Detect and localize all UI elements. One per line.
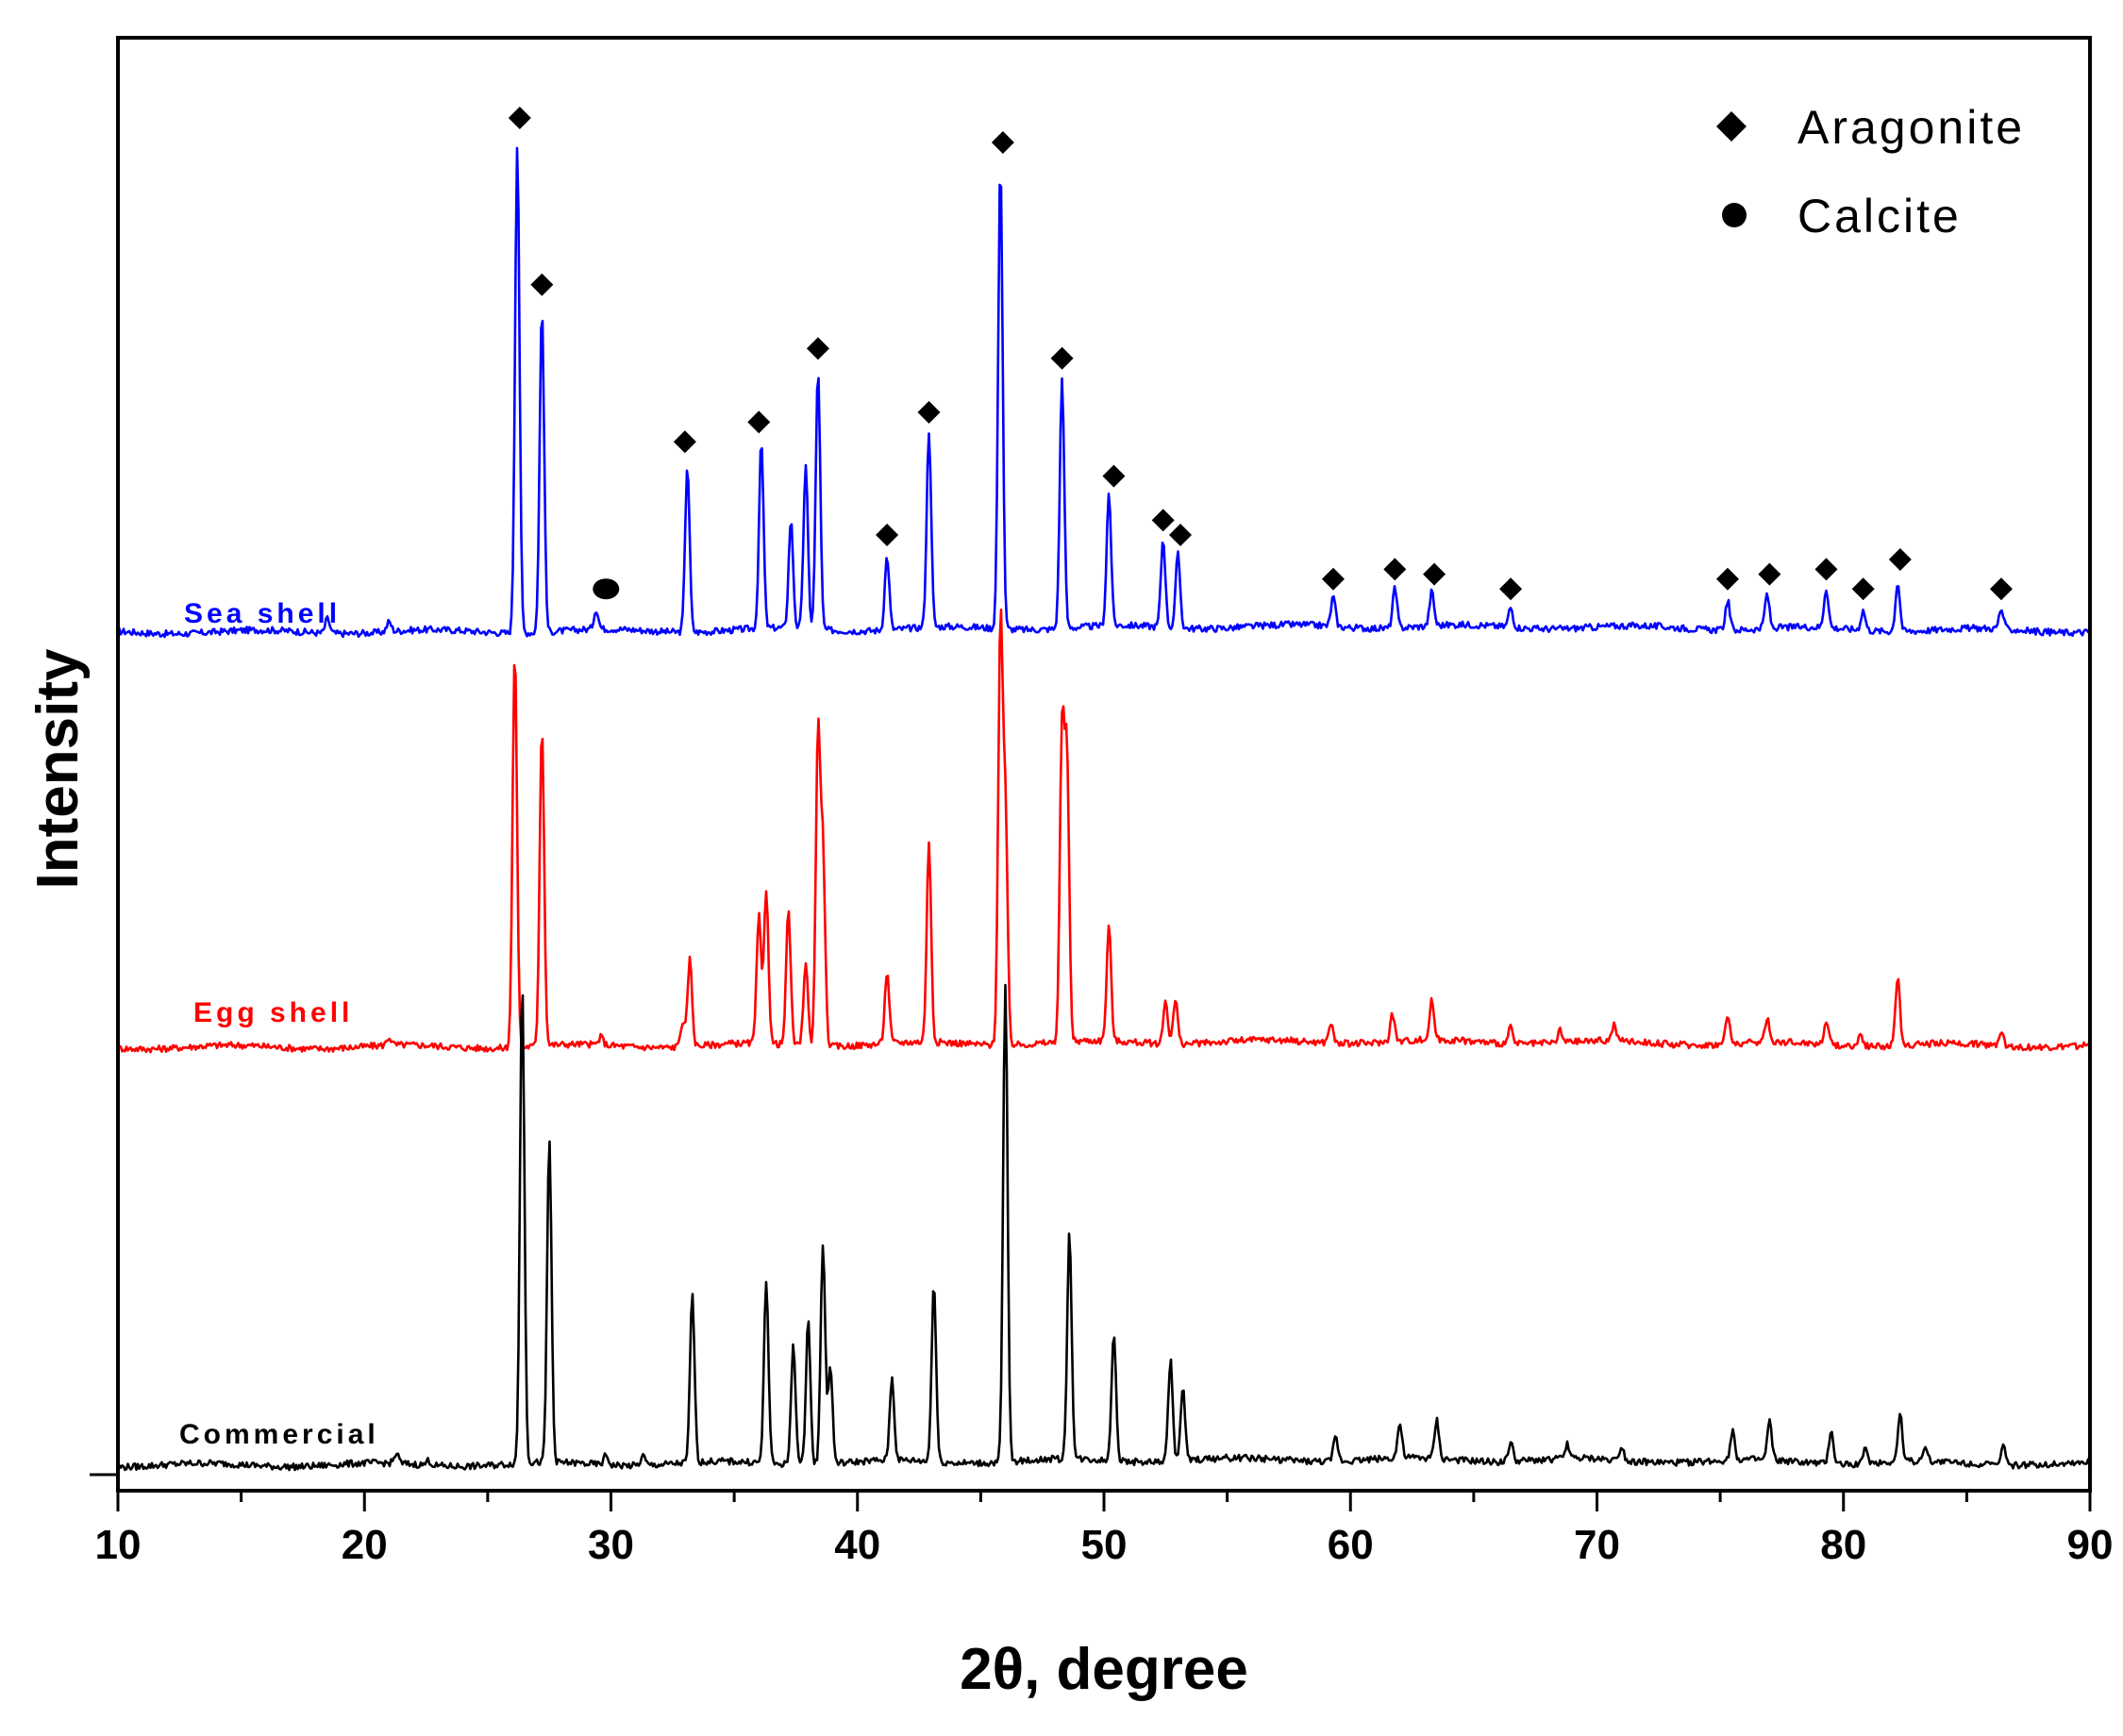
legend-label-calcite: Calcite xyxy=(1797,190,1962,242)
aragonite-marker xyxy=(747,410,771,434)
x-tick-label: 60 xyxy=(1328,1522,1374,1568)
aragonite-marker xyxy=(1888,548,1912,571)
aragonite-marker xyxy=(1050,346,1074,370)
aragonite-marker xyxy=(917,401,941,424)
x-tick-label: 80 xyxy=(1820,1522,1866,1568)
aragonite-marker xyxy=(530,273,554,296)
x-axis-ticks: 10 20 30 40 50 60 70 80 90 xyxy=(95,1491,2114,1568)
series-line-egg-shell xyxy=(116,609,2090,1054)
x-tick-label: 20 xyxy=(342,1522,388,1568)
series-label-egg-shell: Egg shell xyxy=(193,997,353,1028)
series-line-sea-shell xyxy=(117,146,2090,639)
x-tick-label: 40 xyxy=(834,1522,880,1568)
x-tick-label: 10 xyxy=(95,1522,142,1568)
aragonite-marker xyxy=(1814,558,1838,581)
series-traces xyxy=(116,146,2090,1472)
aragonite-marker xyxy=(1423,562,1446,586)
series-label-commercial: Commercial xyxy=(179,1419,379,1450)
aragonite-marker xyxy=(1989,577,2013,601)
x-tick-label: 30 xyxy=(588,1522,634,1568)
phase-markers xyxy=(508,107,2013,601)
aragonite-marker xyxy=(1102,464,1126,488)
aragonite-marker xyxy=(806,337,829,360)
x-tick-label: 70 xyxy=(1574,1522,1620,1568)
aragonite-marker xyxy=(876,524,899,546)
series-label-sea-shell: Sea shell xyxy=(184,598,341,629)
aragonite-marker xyxy=(673,430,696,454)
aragonite-marker xyxy=(1321,567,1345,591)
legend: Aragonite Calcite xyxy=(1716,101,2025,242)
aragonite-marker xyxy=(1715,567,1739,591)
aragonite-marker xyxy=(1758,562,1781,586)
legend-label-aragonite: Aragonite xyxy=(1797,101,2025,154)
x-tick-label: 90 xyxy=(2067,1522,2114,1568)
aragonite-marker xyxy=(1168,524,1192,546)
aragonite-marker xyxy=(991,131,1014,154)
aragonite-marker xyxy=(1151,509,1175,532)
aragonite-marker xyxy=(1499,577,1523,601)
legend-diamond-icon xyxy=(1716,111,1747,142)
aragonite-marker xyxy=(1851,577,1875,601)
y-axis-title: Intensity xyxy=(25,648,91,889)
aragonite-marker xyxy=(508,107,531,129)
x-axis-title: 2θ, degree xyxy=(960,1637,1248,1702)
x-tick-label: 50 xyxy=(1081,1522,1128,1568)
series-line-commercial xyxy=(116,983,2090,1472)
plot-frame xyxy=(116,36,2092,1493)
calcite-marker xyxy=(593,578,620,600)
legend-circle-icon xyxy=(1722,203,1747,227)
aragonite-marker xyxy=(1383,558,1407,581)
